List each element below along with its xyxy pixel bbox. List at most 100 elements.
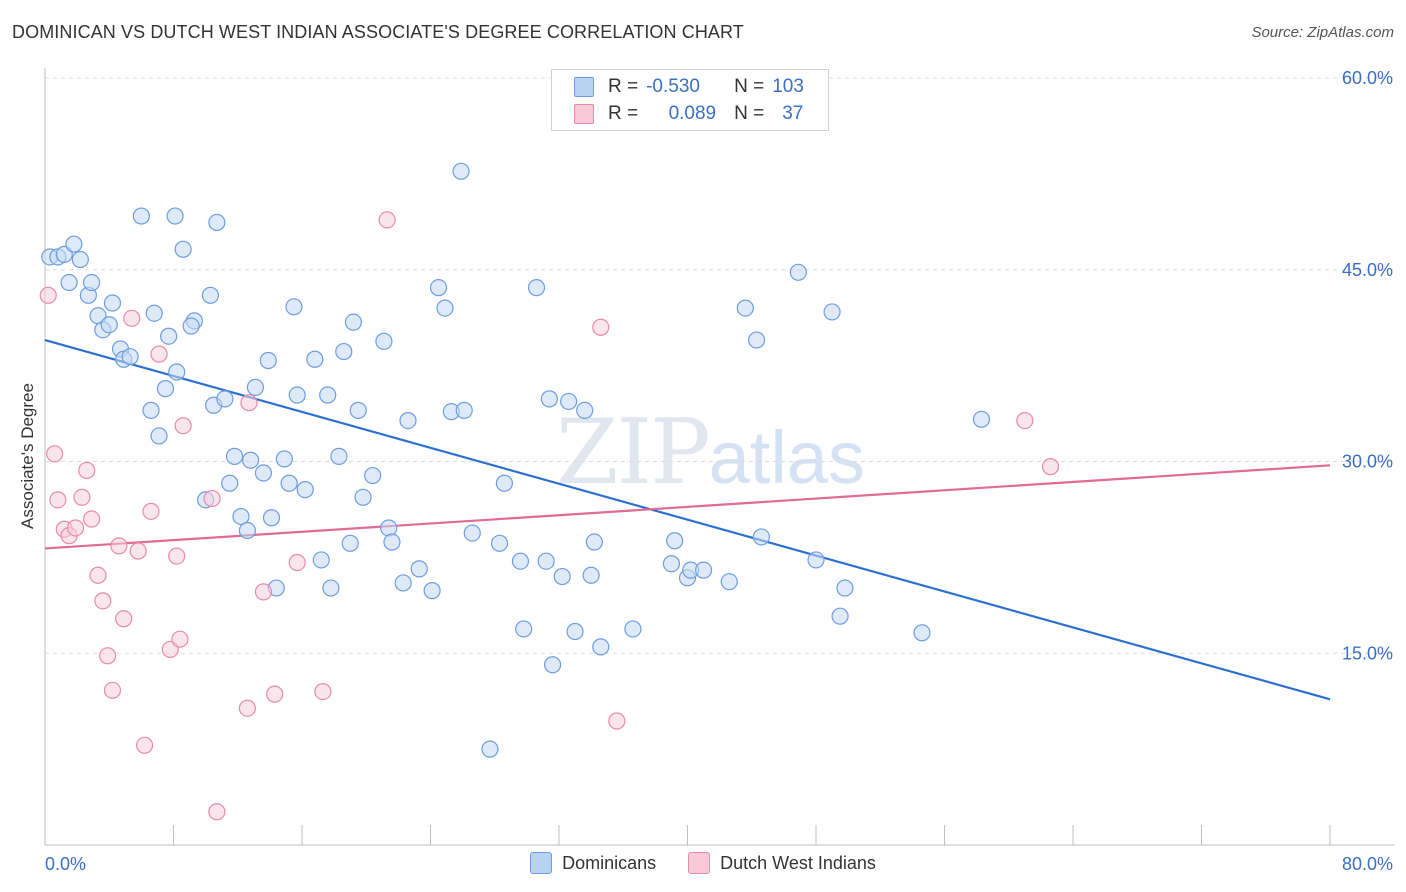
point-dutch-west-indians xyxy=(314,682,332,701)
point-dominicans xyxy=(592,638,610,656)
point-dutch-west-indians xyxy=(240,394,258,412)
point-dominicans xyxy=(225,447,244,465)
point-dutch-west-indians xyxy=(174,417,192,435)
point-dutch-west-indians xyxy=(82,510,101,528)
point-dominicans xyxy=(495,474,513,492)
point-dominicans xyxy=(423,582,441,600)
point-dominicans xyxy=(540,390,558,408)
legend-label-dominicans: Dominicans xyxy=(562,852,657,873)
point-dominicans xyxy=(262,509,281,527)
legend-swatch-dominicans xyxy=(574,77,594,97)
source-label: Source: ZipAtlas.com xyxy=(1251,24,1394,41)
point-dominicans xyxy=(168,363,186,381)
point-dutch-west-indians xyxy=(129,542,147,560)
point-dutch-west-indians xyxy=(592,318,610,336)
point-dominicans xyxy=(254,464,273,482)
point-dominicans xyxy=(463,524,481,542)
point-dominicans xyxy=(322,579,340,597)
legend-item-dominicans: Dominicans xyxy=(530,852,656,874)
point-dominicans xyxy=(150,427,168,445)
chart-title: DOMINICAN VS DUTCH WEST INDIAN ASSOCIATE… xyxy=(12,22,744,42)
point-dominicans xyxy=(537,552,555,570)
point-dutch-west-indians xyxy=(254,583,273,601)
point-dutch-west-indians xyxy=(208,803,226,821)
point-dominicans xyxy=(132,207,150,225)
point-dutch-west-indians xyxy=(110,537,128,555)
correlation-legend: R = -0.530 N = 103 R = 0.089 N = 37 xyxy=(551,69,829,131)
point-dominicans xyxy=(312,551,330,569)
legend-item-dutch-west-indians: Dutch West Indians xyxy=(688,852,876,874)
point-dutch-west-indians xyxy=(49,491,67,509)
point-dominicans xyxy=(208,213,226,232)
point-dominicans xyxy=(560,392,578,411)
point-dominicans xyxy=(375,332,393,350)
axes xyxy=(44,68,1395,846)
point-dominicans xyxy=(543,656,562,674)
point-dominicans xyxy=(807,551,825,569)
point-dutch-west-indians xyxy=(142,502,160,520)
point-dominicans xyxy=(349,401,367,419)
point-dominicans xyxy=(429,279,448,297)
point-dutch-west-indians xyxy=(73,488,91,506)
point-dominicans xyxy=(666,532,684,550)
point-dominicans xyxy=(394,574,412,592)
point-dutch-west-indians xyxy=(171,630,189,648)
legend-n-label: N = xyxy=(734,103,765,124)
point-dominicans xyxy=(160,327,178,345)
data-points xyxy=(39,162,1060,821)
point-dominicans xyxy=(344,313,362,331)
grid-lines xyxy=(45,77,1395,654)
point-dominicans xyxy=(490,534,509,552)
point-dominicans xyxy=(306,350,324,368)
legend-r-label: R = xyxy=(608,103,639,124)
point-dominicans xyxy=(747,331,766,349)
point-dominicans xyxy=(452,162,470,180)
point-dominicans xyxy=(330,447,348,465)
trend-lines xyxy=(44,338,1331,701)
watermark: ZIPatlas xyxy=(556,400,865,505)
point-dominicans xyxy=(354,488,372,506)
tick-labels: 15.0% 30.0% 45.0% 60.0% 0.0% 80.0% xyxy=(45,68,1393,874)
point-dominicans xyxy=(481,740,499,758)
point-dominicans xyxy=(383,533,401,551)
point-dutch-west-indians xyxy=(608,712,626,730)
point-dutch-west-indians xyxy=(39,286,57,304)
point-dominicans xyxy=(511,552,530,570)
point-dutch-west-indians xyxy=(94,592,112,610)
point-dutch-west-indians xyxy=(89,566,107,584)
point-dominicans xyxy=(752,528,770,546)
legend-r-value: -0.530 xyxy=(646,76,700,97)
point-dominicans xyxy=(242,451,260,469)
legend-r-value: 0.089 xyxy=(668,103,717,124)
point-dominicans xyxy=(296,481,314,499)
y-tick-label: 45.0% xyxy=(1342,260,1393,280)
point-dominicans xyxy=(515,620,533,638)
point-dutch-west-indians xyxy=(203,489,221,508)
point-dominicans xyxy=(527,279,546,297)
x-tick-label-last: 80.0% xyxy=(1342,854,1393,874)
y-tick-label: 30.0% xyxy=(1342,452,1393,472)
point-dutch-west-indians xyxy=(103,681,122,699)
point-dominicans xyxy=(103,294,122,312)
point-dominicans xyxy=(364,466,382,485)
point-dominicans xyxy=(831,607,849,625)
point-dutch-west-indians xyxy=(115,610,133,628)
point-dutch-west-indians xyxy=(168,547,186,565)
point-dominicans xyxy=(913,624,931,642)
legend-row-dominicans: R = -0.530 N = 103 xyxy=(574,76,804,98)
point-dominicans xyxy=(789,263,807,281)
point-dominicans xyxy=(232,507,250,526)
y-tick-label: 60.0% xyxy=(1342,68,1393,88)
point-dominicans xyxy=(280,474,298,492)
legend-r-label: R = xyxy=(608,76,639,97)
point-dominicans xyxy=(335,342,353,361)
trend-line-dominicans xyxy=(44,338,1331,701)
point-dutch-west-indians xyxy=(46,445,64,463)
point-dominicans xyxy=(156,380,175,398)
point-dominicans xyxy=(455,401,473,419)
legend-n-label: N = xyxy=(734,76,765,97)
point-dominicans xyxy=(319,386,337,404)
point-dominicans xyxy=(60,273,78,292)
point-dutch-west-indians xyxy=(378,211,396,229)
point-dutch-west-indians xyxy=(266,685,284,703)
